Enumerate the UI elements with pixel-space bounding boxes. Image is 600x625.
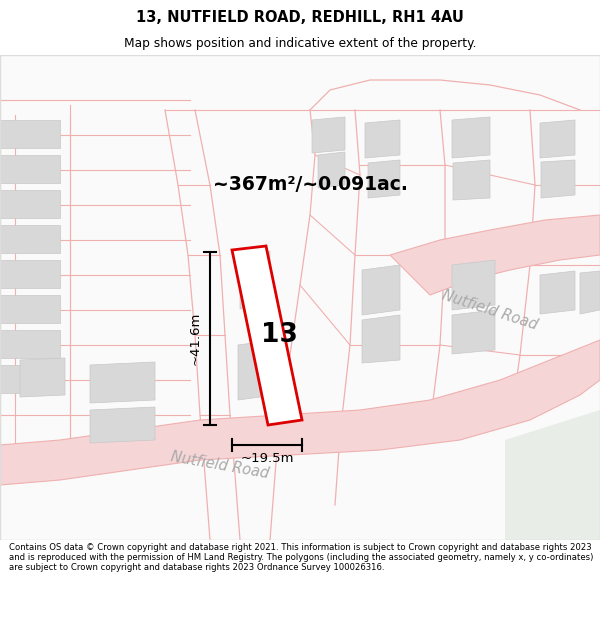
Polygon shape: [362, 265, 400, 315]
Polygon shape: [452, 260, 495, 310]
Polygon shape: [365, 120, 400, 158]
Text: Nutfield Road: Nutfield Road: [440, 288, 539, 332]
Polygon shape: [0, 365, 60, 393]
Polygon shape: [362, 315, 400, 363]
Polygon shape: [240, 251, 270, 309]
Polygon shape: [0, 120, 60, 148]
Polygon shape: [540, 271, 575, 314]
Text: Nutfield Road: Nutfield Road: [170, 449, 271, 481]
Polygon shape: [20, 358, 65, 397]
Text: Contains OS data © Crown copyright and database right 2021. This information is : Contains OS data © Crown copyright and d…: [9, 542, 593, 572]
Polygon shape: [318, 152, 345, 188]
Polygon shape: [90, 362, 155, 403]
Polygon shape: [390, 215, 600, 295]
Polygon shape: [90, 407, 155, 443]
Text: ~41.6m: ~41.6m: [188, 312, 202, 365]
Polygon shape: [238, 340, 275, 400]
Polygon shape: [0, 260, 60, 288]
Polygon shape: [505, 410, 600, 540]
Polygon shape: [0, 295, 60, 323]
Polygon shape: [368, 160, 400, 198]
Polygon shape: [453, 160, 490, 200]
Polygon shape: [452, 117, 490, 158]
Polygon shape: [312, 117, 345, 153]
Text: 13, NUTFIELD ROAD, REDHILL, RH1 4AU: 13, NUTFIELD ROAD, REDHILL, RH1 4AU: [136, 10, 464, 25]
Polygon shape: [0, 190, 60, 218]
Text: ~19.5m: ~19.5m: [240, 452, 294, 466]
Polygon shape: [0, 225, 60, 253]
Polygon shape: [541, 160, 575, 198]
Text: ~367m²/~0.091ac.: ~367m²/~0.091ac.: [212, 176, 407, 194]
Polygon shape: [232, 246, 302, 425]
Polygon shape: [0, 155, 60, 183]
Polygon shape: [580, 271, 600, 314]
Text: 13: 13: [260, 322, 298, 348]
Text: Map shows position and indicative extent of the property.: Map shows position and indicative extent…: [124, 38, 476, 51]
Polygon shape: [0, 340, 600, 485]
Polygon shape: [0, 330, 60, 358]
Polygon shape: [452, 310, 495, 354]
Polygon shape: [540, 120, 575, 158]
